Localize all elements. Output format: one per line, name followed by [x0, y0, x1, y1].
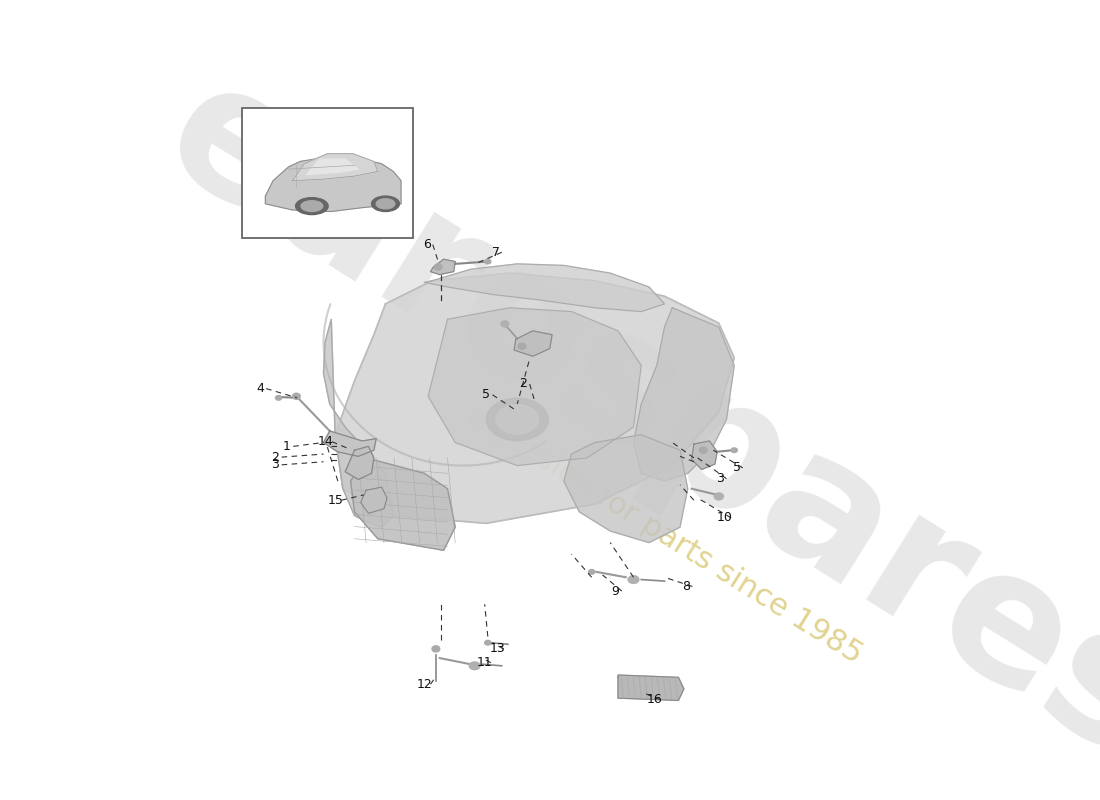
Text: 3: 3: [272, 458, 279, 471]
Text: 2: 2: [519, 378, 527, 390]
Ellipse shape: [485, 259, 491, 264]
Polygon shape: [265, 158, 402, 211]
Text: 11: 11: [476, 656, 493, 670]
Text: 5: 5: [482, 388, 491, 402]
Polygon shape: [351, 458, 455, 550]
Ellipse shape: [293, 394, 300, 399]
Ellipse shape: [432, 646, 440, 652]
Polygon shape: [323, 319, 394, 527]
Text: 9: 9: [612, 585, 619, 598]
Text: 1: 1: [283, 440, 292, 453]
Text: 4: 4: [256, 382, 264, 395]
Ellipse shape: [518, 343, 526, 350]
Ellipse shape: [372, 196, 399, 211]
Polygon shape: [336, 273, 735, 523]
Text: 8: 8: [682, 580, 690, 593]
Polygon shape: [345, 446, 374, 479]
Ellipse shape: [376, 198, 395, 209]
Polygon shape: [430, 259, 455, 274]
Ellipse shape: [732, 448, 737, 453]
Text: 13: 13: [490, 642, 505, 655]
Text: 14: 14: [318, 435, 333, 448]
Text: 12: 12: [417, 678, 432, 690]
Ellipse shape: [496, 405, 539, 434]
Ellipse shape: [275, 395, 282, 400]
Bar: [242, 107, 412, 238]
Ellipse shape: [470, 662, 480, 670]
Ellipse shape: [485, 640, 491, 645]
Text: 5: 5: [733, 462, 740, 474]
Ellipse shape: [434, 264, 442, 270]
Text: 6: 6: [422, 238, 430, 251]
Polygon shape: [428, 308, 641, 466]
Polygon shape: [514, 331, 552, 356]
Text: a passion for parts since 1985: a passion for parts since 1985: [461, 401, 868, 670]
Text: 2: 2: [272, 450, 279, 464]
Ellipse shape: [714, 493, 724, 500]
Text: eurospares: eurospares: [134, 42, 1100, 796]
Text: 3: 3: [716, 472, 724, 485]
Text: 16: 16: [647, 693, 662, 706]
Polygon shape: [692, 441, 717, 470]
Polygon shape: [307, 159, 359, 174]
Text: 10: 10: [717, 511, 733, 525]
Ellipse shape: [628, 576, 639, 583]
Text: 15: 15: [327, 494, 343, 506]
Polygon shape: [293, 154, 377, 181]
Ellipse shape: [700, 447, 707, 454]
Polygon shape: [563, 435, 688, 542]
Polygon shape: [425, 264, 664, 312]
Ellipse shape: [296, 198, 328, 214]
Ellipse shape: [588, 570, 595, 574]
Ellipse shape: [500, 321, 508, 327]
Polygon shape: [634, 308, 735, 481]
Ellipse shape: [301, 201, 322, 211]
Polygon shape: [323, 431, 376, 456]
Polygon shape: [618, 675, 684, 701]
Polygon shape: [361, 487, 387, 514]
Text: 7: 7: [492, 246, 499, 259]
Ellipse shape: [486, 398, 548, 441]
